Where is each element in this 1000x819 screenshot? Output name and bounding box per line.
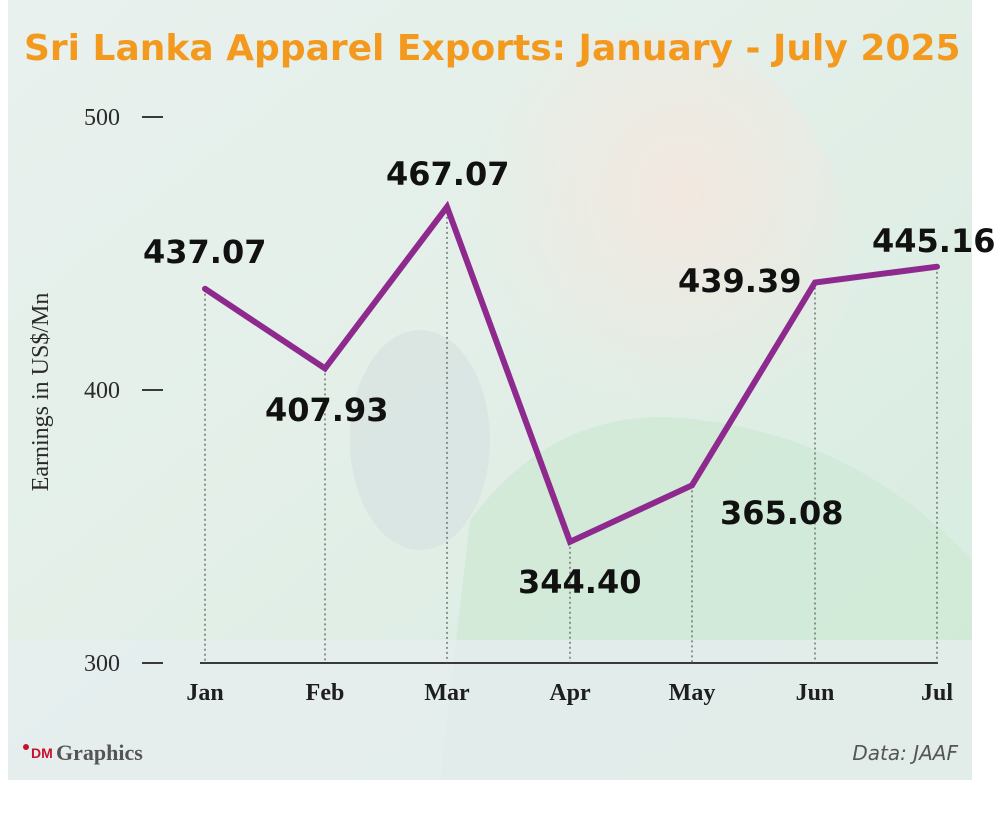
y-tick-label: 500 [84,105,120,131]
y-tick: 500 [84,105,163,131]
brand-logo: DM Graphics [23,740,143,765]
brand-prefix: DM [31,745,53,761]
data-label: 407.93 [265,391,388,429]
chart-title: Sri Lanka Apparel Exports: January - Jul… [24,28,961,69]
y-axis-label: Earnings in US$/Mn [28,293,54,492]
x-tick-label: Jul [921,680,953,706]
y-axis: 300 400 500 [84,105,163,677]
x-tick-label: Feb [306,680,345,706]
y-tick-label: 300 [84,651,120,677]
background-machine [350,330,490,550]
source-note: Data: JAAF [852,741,958,765]
data-label: 439.39 [678,262,801,300]
series-line [202,200,940,546]
y-tick: 400 [84,378,163,404]
x-tick-label: May [669,680,716,706]
data-label: 467.07 [386,155,509,193]
data-label: 344.40 [518,563,641,601]
x-tick-label: Apr [549,680,591,706]
data-label: 445.16 [872,222,995,260]
data-labels: 437.07 407.93 467.07 344.40 365.08 439.39 445.… [143,155,995,601]
y-tick: 300 [84,651,163,677]
y-tick-label: 400 [84,378,120,404]
brand-name: Graphics [56,740,143,765]
x-tick-label: Jan [186,680,223,706]
data-label: 365.08 [720,494,843,532]
x-tick-label: Jun [796,680,835,706]
data-label: 437.07 [143,233,266,271]
background-table [8,640,972,780]
x-axis-ticks: Jan Feb Mar Apr May Jun Jul [186,680,953,706]
background-figure [430,30,850,490]
guide-lines [204,206,938,663]
x-tick-label: Mar [424,680,470,706]
